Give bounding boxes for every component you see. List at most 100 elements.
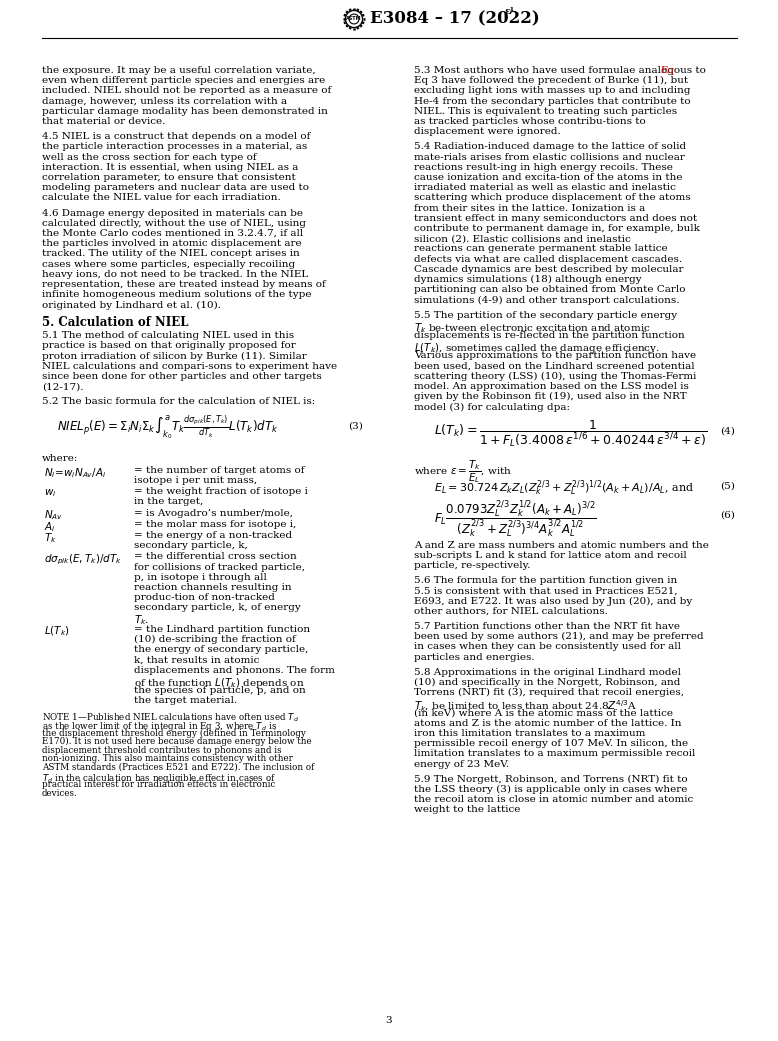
- Text: originated by Lindhard et al. (10).: originated by Lindhard et al. (10).: [42, 301, 221, 309]
- Text: defects via what are called displacement cascades.: defects via what are called displacement…: [414, 255, 682, 263]
- Text: 5.6 The formula for the partition function given in: 5.6 The formula for the partition functi…: [414, 577, 678, 585]
- Text: displacements and phonons. The form: displacements and phonons. The form: [134, 665, 335, 675]
- Text: $w_i$: $w_i$: [44, 487, 57, 499]
- Text: transient effect in many semiconductors and does not: transient effect in many semiconductors …: [414, 213, 697, 223]
- Text: (10) de­scribing the fraction of: (10) de­scribing the fraction of: [134, 635, 296, 644]
- Text: the energy of secondary particle,: the energy of secondary particle,: [134, 645, 308, 654]
- Text: $N_i\!=\!w_i N_{Av}/A_i$: $N_i\!=\!w_i N_{Av}/A_i$: [44, 465, 106, 480]
- Text: interaction. It is essential, when using NIEL as a: interaction. It is essential, when using…: [42, 162, 299, 172]
- Text: $L(T_k)$: $L(T_k)$: [44, 625, 70, 638]
- Text: Eq: Eq: [660, 66, 674, 75]
- Text: He-4 from the secondary particles that contribute to: He-4 from the secondary particles that c…: [414, 97, 691, 105]
- Text: NIEL. This is equivalent to treating such particles: NIEL. This is equivalent to treating suc…: [414, 107, 677, 116]
- Text: contribute to permanent damage in, for example, bulk: contribute to permanent damage in, for e…: [414, 224, 700, 233]
- Text: model. An approximation based on the LSS model is: model. An approximation based on the LSS…: [414, 382, 689, 391]
- Text: 5.9 The Norgett, Robinson, and Torrens (NRT) fit to: 5.9 The Norgett, Robinson, and Torrens (…: [414, 775, 688, 784]
- Text: p, in isotope i through all: p, in isotope i through all: [134, 573, 267, 582]
- Text: = the weight fraction of isotope i: = the weight fraction of isotope i: [134, 487, 308, 497]
- Text: 5.5 The partition of the secondary particle energy: 5.5 The partition of the secondary parti…: [414, 310, 677, 320]
- Text: the particles involved in atomic displacement are: the particles involved in atomic displac…: [42, 239, 302, 248]
- Text: energy of 23 MeV.: energy of 23 MeV.: [414, 760, 509, 768]
- Text: Various approximations to the partition function have: Various approximations to the partition …: [414, 352, 696, 360]
- Text: where $\varepsilon = \dfrac{T_k}{E_L}$, with: where $\varepsilon = \dfrac{T_k}{E_L}$, …: [414, 459, 512, 485]
- Text: from their sites in the lattice. Ionization is a: from their sites in the lattice. Ionizat…: [414, 204, 645, 212]
- Text: $F_L \dfrac{0.0793 Z_L^{2/3} Z_k^{1/2}(A_k + A_L)^{3/2}}{(Z_k^{2/3} + Z_L^{2/3}): $F_L \dfrac{0.0793 Z_L^{2/3} Z_k^{1/2}(A…: [434, 499, 597, 540]
- Text: where:: where:: [42, 454, 79, 462]
- Text: $E_L = 30.724\,Z_k Z_L (Z_k^{2/3} + Z_L^{2/3})^{1/2}(A_k + A_L)/A_L$, and: $E_L = 30.724\,Z_k Z_L (Z_k^{2/3} + Z_L^…: [434, 479, 694, 499]
- Text: ε¹: ε¹: [505, 7, 515, 17]
- Text: $L(T_k) = \dfrac{1}{1 + F_L(3.4008\,\varepsilon^{1/6} + 0.40244\,\varepsilon^{3/: $L(T_k) = \dfrac{1}{1 + F_L(3.4008\,\var…: [434, 418, 707, 449]
- Text: = is Avogadro’s number/mole,: = is Avogadro’s number/mole,: [134, 508, 293, 517]
- Text: secondary particle, k, of energy: secondary particle, k, of energy: [134, 604, 301, 612]
- Text: particle, re­spectively.: particle, re­spectively.: [414, 561, 531, 570]
- Text: been used, based on the Lindhard screened potential: been used, based on the Lindhard screene…: [414, 361, 695, 371]
- Text: particular damage modality has been demonstrated in: particular damage modality has been demo…: [42, 107, 328, 116]
- Text: sub­scripts L and k stand for lattice atom and recoil: sub­scripts L and k stand for lattice at…: [414, 551, 687, 560]
- Text: modeling parameters and nuclear data are used to: modeling parameters and nuclear data are…: [42, 183, 309, 193]
- Text: scattering which produce displacement of the atoms: scattering which produce displacement of…: [414, 194, 691, 202]
- Text: $L(T_k)$, sometimes called the damage efficiency.: $L(T_k)$, sometimes called the damage ef…: [414, 341, 660, 355]
- Text: since been done for other particles and other targets: since been done for other particles and …: [42, 372, 322, 381]
- Text: of the function $L(T_k)$ depends on: of the function $L(T_k)$ depends on: [134, 676, 305, 690]
- Text: (5): (5): [720, 482, 735, 490]
- Text: correlation parameter, to ensure that consistent: correlation parameter, to ensure that co…: [42, 173, 296, 182]
- Text: other authors, for NIEL calculations.: other authors, for NIEL calculations.: [414, 607, 608, 616]
- Text: even when different particle species and energies are: even when different particle species and…: [42, 76, 325, 85]
- Text: $T_k$, be limited to less than about 24.8$Z^{4/3}$A: $T_k$, be limited to less than about 24.…: [414, 699, 637, 714]
- Text: 5.7 Partition functions other than the NRT fit have: 5.7 Partition functions other than the N…: [414, 623, 680, 631]
- Text: NOTE 1—Published NIEL calculations have often used $T_d$: NOTE 1—Published NIEL calculations have …: [42, 711, 299, 723]
- Text: $N_{Av}$: $N_{Av}$: [44, 508, 63, 523]
- Text: $T_k$ be­tween electronic excitation and atomic: $T_k$ be­tween electronic excitation and…: [414, 321, 650, 334]
- Text: NIEL calculations and compari­sons to experiment have: NIEL calculations and compari­sons to ex…: [42, 361, 337, 371]
- Text: cases where some particles, especially recoiling: cases where some particles, especially r…: [42, 259, 295, 269]
- Text: cause ionization and excita­tion of the atoms in the: cause ionization and excita­tion of the …: [414, 173, 682, 182]
- Text: 5.2 The basic formula for the calculation of NIEL is:: 5.2 The basic formula for the calculatio…: [42, 398, 315, 406]
- Text: 5.1 The method of calculating NIEL used in this: 5.1 The method of calculating NIEL used …: [42, 331, 294, 340]
- Text: $T_k$.: $T_k$.: [134, 613, 149, 628]
- Text: 5.5 is consistent with that used in Practices E521,: 5.5 is consistent with that used in Prac…: [414, 586, 678, 595]
- Text: produc­tion of non-tracked: produc­tion of non-tracked: [134, 593, 275, 602]
- Text: as the lower limit of the integral in Eq 3, where $T_d$ is: as the lower limit of the integral in Eq…: [42, 720, 277, 733]
- Text: (12-17).: (12-17).: [42, 382, 83, 391]
- Text: calculate the NIEL value for each irradiation.: calculate the NIEL value for each irradi…: [42, 194, 281, 202]
- Text: E170). It is not used here because damage energy below the: E170). It is not used here because damag…: [42, 737, 312, 746]
- Text: 3: 3: [386, 1016, 392, 1025]
- Text: $NIEL_p(E) = \Sigma_i N_i \Sigma_k \int_{k_0}^{a} T_k$$\frac{d\sigma_{pik}(E,T_k: $NIEL_p(E) = \Sigma_i N_i \Sigma_k \int_…: [57, 413, 279, 441]
- Text: excluding light ions with masses up to and including: excluding light ions with masses up to a…: [414, 86, 691, 96]
- Text: Cascade dynamics are best described by molecular: Cascade dynamics are best described by m…: [414, 264, 684, 274]
- Text: reaction channels resulting in: reaction channels resulting in: [134, 583, 292, 592]
- Text: = the energy of a non-tracked: = the energy of a non-tracked: [134, 531, 292, 540]
- Text: (4): (4): [720, 427, 735, 435]
- Text: $A_i$: $A_i$: [44, 519, 56, 533]
- Text: mate­rials arises from elastic collisions and nuclear: mate­rials arises from elastic collision…: [414, 153, 685, 161]
- Text: $d\sigma_{pik}(E,T_k)/dT_k$: $d\sigma_{pik}(E,T_k)/dT_k$: [44, 553, 122, 566]
- Text: isotope i per unit mass,: isotope i per unit mass,: [134, 476, 257, 485]
- Text: = the Lindhard partition function: = the Lindhard partition function: [134, 625, 310, 634]
- Text: heavy ions, do not need to be tracked. In the NIEL: heavy ions, do not need to be tracked. I…: [42, 270, 308, 279]
- Text: 5. Calculation of NIEL: 5. Calculation of NIEL: [42, 315, 188, 329]
- Text: as tracked particles whose contribu­tions to: as tracked particles whose contribu­tion…: [414, 117, 646, 126]
- Text: that material or device.: that material or device.: [42, 117, 166, 126]
- Text: particles and energies.: particles and energies.: [414, 653, 534, 662]
- Text: = the differential cross section: = the differential cross section: [134, 553, 296, 561]
- Text: partitioning can also be obtained from Monte Carlo: partitioning can also be obtained from M…: [414, 285, 685, 295]
- Text: 5.8 Approximations in the original Lindhard model: 5.8 Approximations in the original Lindh…: [414, 667, 681, 677]
- Text: atoms and Z is the atomic number of the lattice. In: atoms and Z is the atomic number of the …: [414, 718, 682, 728]
- Text: displacements is re­flected in the partition function: displacements is re­flected in the parti…: [414, 331, 685, 340]
- Text: (in keV) where A is the atomic mass of the lattice: (in keV) where A is the atomic mass of t…: [414, 709, 673, 717]
- Text: the LSS theory (3) is applicable only in cases where: the LSS theory (3) is applicable only in…: [414, 785, 688, 794]
- Text: the target material.: the target material.: [134, 696, 237, 705]
- Text: displacement threshold contributes to phonons and is: displacement threshold contributes to ph…: [42, 745, 282, 755]
- Text: limitation translates to a maximum permissible recoil: limitation translates to a maximum permi…: [414, 750, 696, 759]
- Text: (3): (3): [348, 422, 363, 431]
- Text: ASTM standards (Practices E521 and E722). The inclusion of: ASTM standards (Practices E521 and E722)…: [42, 763, 314, 771]
- Text: weight to the lattice: weight to the lattice: [414, 806, 520, 814]
- Text: 5.4 Radiation-induced damage to the lattice of solid: 5.4 Radiation-induced damage to the latt…: [414, 143, 686, 151]
- Text: infinite homogeneous medium solutions of the type: infinite homogeneous medium solutions of…: [42, 290, 311, 299]
- Text: 4.6 Damage energy deposited in materials can be: 4.6 Damage energy deposited in materials…: [42, 208, 303, 218]
- Text: ASTM: ASTM: [346, 17, 362, 22]
- Text: simulations (4-9) and other transport calculations.: simulations (4-9) and other transport ca…: [414, 296, 679, 305]
- Text: devices.: devices.: [42, 789, 78, 797]
- Text: A and Z are mass numbers and atomic numbers and the: A and Z are mass numbers and atomic numb…: [414, 540, 709, 550]
- Text: = the number of target atoms of: = the number of target atoms of: [134, 465, 304, 475]
